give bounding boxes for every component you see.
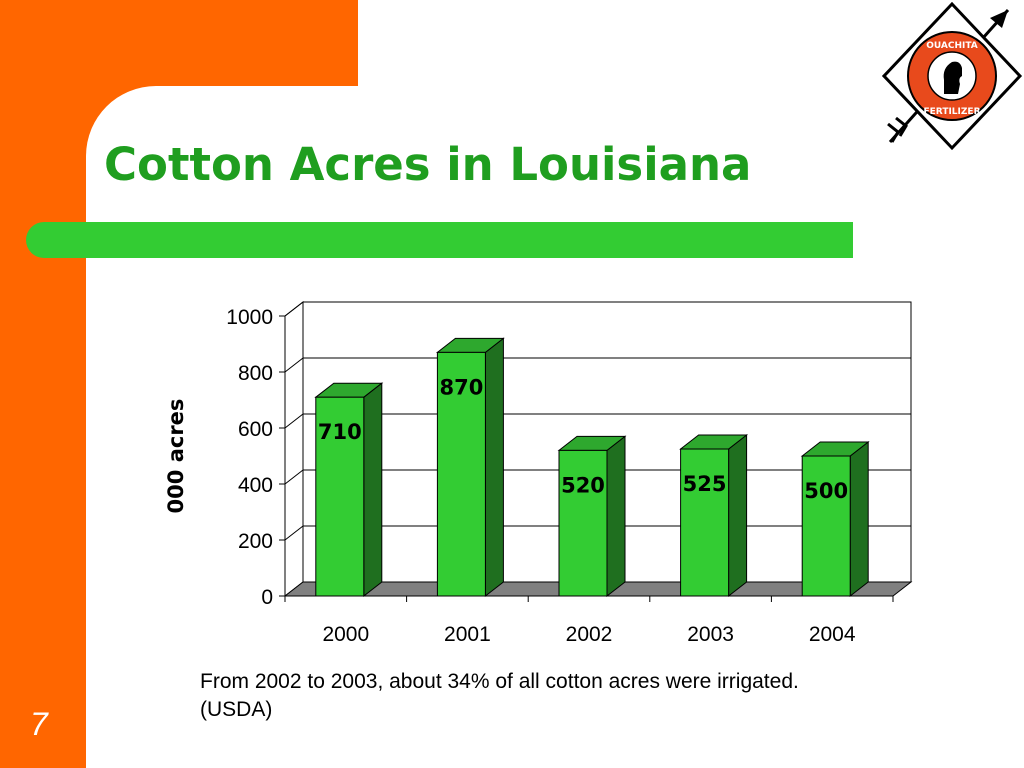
bar (558, 449, 608, 597)
plot-side-wall (284, 300, 304, 598)
x-tick-label: 2000 (322, 623, 369, 646)
y-tick-label: 1000 (226, 306, 273, 329)
slide-title: Cotton Acres in Louisiana (104, 138, 752, 191)
page-number: 7 (30, 706, 48, 742)
bar (680, 448, 730, 597)
bar-side (484, 337, 504, 598)
data-label: 500 (804, 479, 848, 503)
y-tick-label: 600 (238, 418, 273, 441)
data-label: 870 (439, 375, 483, 399)
bar-side (728, 433, 748, 598)
ouachita-fertilizer-logo: OUACHITA FERTILIZER (882, 2, 1023, 151)
bar-side (606, 435, 626, 598)
x-tick-label: 2002 (566, 623, 613, 646)
y-tick-label: 400 (238, 474, 273, 497)
bar-side (849, 440, 869, 598)
bar-side (363, 382, 383, 598)
data-label: 710 (318, 420, 362, 444)
y-tick-label: 0 (261, 586, 273, 609)
logo-text-top: OUACHITA (926, 41, 978, 51)
gridline-side (284, 301, 304, 317)
x-tick-label: 2001 (444, 623, 491, 646)
data-label: 525 (683, 472, 727, 496)
gridline-side (284, 525, 304, 541)
bar (801, 455, 851, 597)
y-tick-label: 800 (238, 362, 273, 385)
logo-text-bottom: FERTILIZER (924, 107, 981, 117)
y-tick-label: 200 (238, 530, 273, 553)
gridline-side (284, 357, 304, 373)
x-tick-label: 2004 (809, 623, 856, 646)
bar (436, 351, 486, 597)
gridline-side (284, 469, 304, 485)
bar (315, 396, 365, 597)
y-axis-label: 000 acres (164, 399, 188, 514)
gridline-side (284, 413, 304, 429)
caption: From 2002 to 2003, about 34% of all cott… (200, 670, 799, 721)
x-tick-label: 2003 (687, 623, 734, 646)
title-underline-bar (26, 222, 853, 258)
data-label: 520 (561, 473, 605, 497)
indian-head-icon (943, 61, 962, 94)
